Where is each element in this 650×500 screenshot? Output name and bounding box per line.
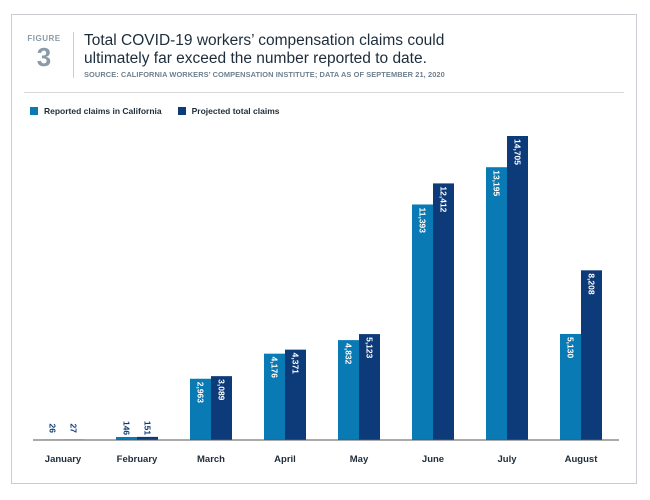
- chart-title: Total COVID-19 workers’ compensation cla…: [84, 32, 604, 68]
- data-label-projected-may: 5,123: [365, 337, 375, 359]
- legend-item-reported: Reported claims in California: [30, 106, 162, 116]
- data-label-projected-july: 14,705: [513, 139, 523, 165]
- data-label-reported-july: 13,195: [492, 170, 502, 196]
- data-label-reported-january: 26: [48, 423, 58, 433]
- data-label-reported-april: 4,176: [270, 357, 280, 379]
- x-tick-label-april: April: [274, 454, 296, 465]
- legend-swatch-reported: [30, 107, 38, 115]
- legend-label-projected: Projected total claims: [191, 106, 280, 116]
- x-tick-label-june: June: [422, 454, 444, 465]
- x-tick-label-march: March: [197, 454, 225, 465]
- figure-divider: [73, 32, 74, 78]
- header-rule: [24, 92, 624, 93]
- bar-projected-march: [211, 376, 232, 440]
- x-tick-label-january: January: [45, 454, 82, 465]
- chart-title-line-1: Total COVID-19 workers’ compensation cla…: [84, 32, 445, 49]
- data-label-reported-february: 146: [122, 421, 132, 435]
- chart-source: SOURCE: CALIFORNIA WORKERS’ COMPENSATION…: [84, 70, 445, 79]
- bar-projected-august: [581, 270, 602, 440]
- bar-projected-may: [359, 334, 380, 440]
- bar-reported-march: [190, 378, 211, 440]
- legend-swatch-projected: [177, 107, 186, 115]
- data-label-projected-june: 12,412: [439, 186, 449, 212]
- legend-item-projected: Projected total claims: [177, 106, 280, 116]
- bar-projected-july: [507, 136, 528, 440]
- bar-reported-april: [264, 353, 285, 440]
- bar-projected-april: [285, 349, 306, 440]
- bar-projected-february: [137, 436, 158, 440]
- figure-number: 3: [36, 42, 52, 72]
- x-tick-label-july: July: [497, 454, 517, 465]
- data-label-reported-august: 5,130: [566, 337, 576, 359]
- data-label-projected-april: 4,371: [291, 353, 301, 375]
- data-label-projected-august: 8,208: [587, 273, 597, 295]
- x-tick-label-february: February: [117, 454, 158, 465]
- data-label-projected-january: 27: [69, 423, 79, 433]
- x-tick-label-august: August: [565, 454, 599, 465]
- data-label-projected-february: 151: [143, 421, 153, 435]
- figure-label: FIGURE: [27, 34, 61, 43]
- bar-reported-may: [338, 340, 359, 440]
- data-label-reported-march: 2,963: [196, 382, 206, 404]
- chart-title-line-2: ultimately far exceed the number reporte…: [84, 50, 427, 67]
- bar-reported-june: [412, 204, 433, 440]
- data-label-reported-june: 11,393: [418, 207, 428, 233]
- x-tick-label-may: May: [350, 454, 369, 465]
- bar-reported-february: [116, 436, 137, 440]
- bar-projected-june: [433, 183, 454, 440]
- bar-reported-july: [486, 167, 507, 440]
- data-label-projected-march: 3,089: [217, 379, 227, 401]
- bar-reported-august: [560, 333, 581, 440]
- legend-label-reported: Reported claims in California: [44, 106, 162, 116]
- legend: Reported claims in California Projected …: [30, 106, 280, 116]
- data-label-reported-may: 4,832: [344, 343, 354, 365]
